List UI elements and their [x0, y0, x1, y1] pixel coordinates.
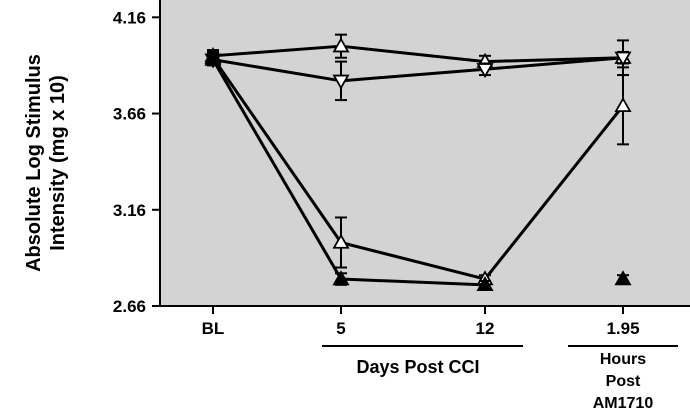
group-label-hours-line-2: Post: [606, 373, 641, 390]
x-tick-label-3: 1.95: [606, 319, 639, 338]
y-tick-label-1: 3.16: [113, 201, 146, 220]
series-3-point-1: [332, 270, 350, 286]
series-1-segment-1: [340, 67, 486, 83]
group-label-hours-line-3: AM1710: [593, 395, 654, 412]
y-tick-label-3: 4.16: [113, 8, 146, 27]
series-1-point-1: [332, 74, 350, 90]
series-3: [204, 50, 632, 291]
series-2-segment-2: [483, 104, 625, 280]
x-tick-label-2: 12: [476, 319, 495, 338]
series-0-segment-1: [340, 44, 486, 64]
series-2-point-1: [332, 233, 350, 249]
axes: 2.66 3.16 3.66 4.16 BL 5 12 1.95 Days Post CCI Ho…: [113, 0, 690, 412]
series-2-segment-1: [340, 241, 486, 281]
y-axis-label-line-1: Absolute Log Stimulus: [23, 54, 45, 272]
series-3-point-3: [614, 270, 632, 286]
series-1-segment-2: [484, 56, 624, 71]
labels: Absolute Log Stimulus Intensity (mg x 10…: [23, 54, 69, 272]
series-0-point-1: [332, 37, 350, 53]
x-tick-label-1: 5: [336, 319, 345, 338]
series-3-point-2: [476, 276, 494, 291]
group-label-hours-line-1: Hours: [600, 351, 646, 368]
series-1-point-3: [614, 51, 632, 67]
x-tick-label-0: BL: [202, 319, 225, 338]
y-tick-label-0: 2.66: [113, 297, 146, 316]
series-3-segment-0: [211, 58, 343, 280]
series-1-segment-0: [212, 58, 342, 83]
series-1-point-2: [476, 63, 494, 79]
series-2-point-3: [614, 97, 632, 112]
y-tick-label-2: 3.66: [113, 105, 146, 124]
series-3-point-0: [204, 50, 222, 66]
y-axis-label-line-2: Intensity (mg x 10): [47, 75, 69, 251]
plot-area: [160, 0, 690, 306]
series-0-segment-0: [212, 44, 342, 58]
group-label-days: Days Post CCI: [356, 357, 479, 377]
series-layer: [204, 33, 632, 291]
series-3-segment-1: [340, 277, 486, 287]
series-2-segment-0: [211, 56, 343, 244]
